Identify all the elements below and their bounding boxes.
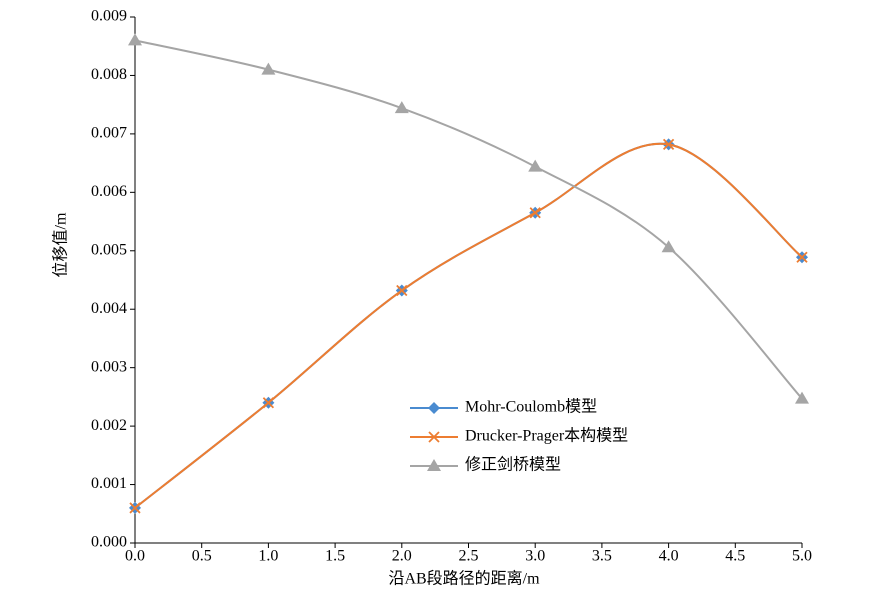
x-tick-label: 2.5 xyxy=(459,548,479,565)
x-tick-label: 0.5 xyxy=(192,548,212,565)
y-tick-label: 0.000 xyxy=(91,534,127,551)
x-tick-label: 1.5 xyxy=(325,548,345,565)
y-tick-label: 0.003 xyxy=(91,358,127,375)
y-tick-label: 0.002 xyxy=(91,417,127,434)
x-axis-label: 沿AB段路径的距离/m xyxy=(388,570,540,588)
legend-label: Drucker-Prager本构模型 xyxy=(465,427,628,445)
x-tick-label: 3.0 xyxy=(525,548,545,565)
x-tick-label: 4.0 xyxy=(659,548,679,565)
y-tick-label: 0.004 xyxy=(91,300,127,317)
series-line xyxy=(134,39,803,400)
marker-triangle xyxy=(795,391,809,404)
marker-x xyxy=(262,397,275,409)
marker-x xyxy=(796,251,808,263)
marker-triangle xyxy=(128,33,142,46)
marker-triangle xyxy=(661,240,676,253)
y-tick-label: 0.008 xyxy=(91,66,127,83)
marker-diamond xyxy=(428,402,440,414)
x-tick-label: 4.5 xyxy=(725,548,745,565)
marker-x xyxy=(396,284,408,297)
marker-triangle xyxy=(261,62,276,75)
x-tick-label: 3.5 xyxy=(592,548,612,565)
x-tick-label: 1.0 xyxy=(258,548,278,565)
y-tick-label: 0.001 xyxy=(91,475,127,492)
marker-triangle xyxy=(394,101,409,114)
series-line xyxy=(134,142,803,509)
marker-x xyxy=(529,207,541,219)
marker-triangle xyxy=(427,459,441,471)
y-tick-label: 0.006 xyxy=(91,183,127,200)
y-tick-label: 0.009 xyxy=(91,8,127,25)
marker-x xyxy=(428,431,440,443)
legend-label: Mohr-Coulomb模型 xyxy=(465,398,597,416)
marker-triangle xyxy=(528,159,543,172)
x-tick-label: 0.0 xyxy=(125,548,145,565)
y-tick-label: 0.005 xyxy=(91,241,127,258)
marker-x xyxy=(662,138,675,151)
marker-x xyxy=(129,502,141,514)
series-line xyxy=(134,142,803,509)
y-tick-label: 0.007 xyxy=(91,125,127,142)
x-tick-label: 5.0 xyxy=(792,548,812,565)
y-axis-label: 位移值/m xyxy=(52,212,70,277)
x-tick-label: 2.0 xyxy=(392,548,412,565)
legend-label: 修正剑桥模型 xyxy=(465,456,561,474)
